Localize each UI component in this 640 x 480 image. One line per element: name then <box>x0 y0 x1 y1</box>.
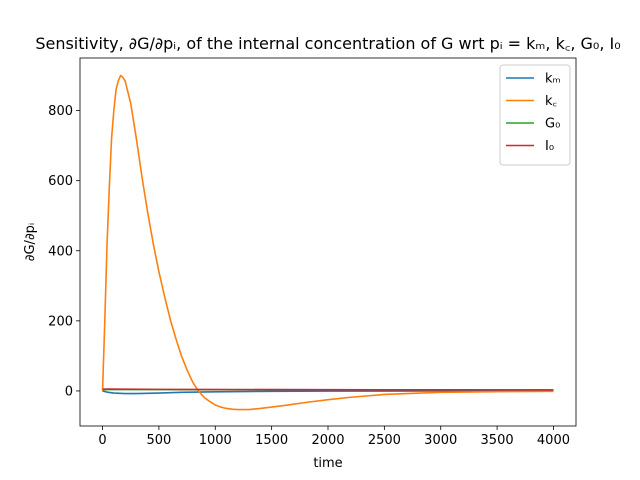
y-tick-label: 800 <box>48 104 73 119</box>
x-tick-label: 3500 <box>481 433 514 448</box>
x-tick-label: 3000 <box>424 433 457 448</box>
x-axis: 0 500 1000 1500 2000 2500 3000 3500 4000 <box>98 426 570 448</box>
y-axis-label: ∂G/∂pᵢ <box>23 223 38 261</box>
y-tick-label: 200 <box>48 314 73 329</box>
x-tick-label: 2500 <box>368 433 401 448</box>
legend-label-1: k꜀ <box>545 94 557 109</box>
series-group <box>101 74 554 411</box>
x-tick-label: 500 <box>146 433 171 448</box>
chart-title: Sensitivity, ∂G/∂pᵢ, of the internal con… <box>35 34 620 53</box>
plot-frame <box>80 58 576 426</box>
plot-area <box>79 57 577 427</box>
legend-label-2: G₀ <box>545 117 560 132</box>
legend-box <box>499 64 571 166</box>
x-tick-label: 1500 <box>255 433 288 448</box>
legend-label-3: I₀ <box>545 139 554 154</box>
x-tick-label: 1000 <box>199 433 232 448</box>
x-tick-label: 2000 <box>311 433 344 448</box>
legend: kₘ k꜀ G₀ I₀ <box>499 64 571 166</box>
series-line-0 <box>102 390 554 395</box>
x-tick-label: 4000 <box>537 433 570 448</box>
series-line-3 <box>102 388 554 391</box>
legend-items: kₘ k꜀ G₀ I₀ <box>506 72 561 154</box>
y-tick-label: 400 <box>48 244 73 259</box>
series-line-1 <box>101 74 554 411</box>
y-tick-label: 0 <box>65 384 73 399</box>
x-tick-label: 0 <box>98 433 106 448</box>
y-tick-label: 600 <box>48 174 73 189</box>
x-axis-label: time <box>313 456 342 471</box>
legend-label-0: kₘ <box>545 72 561 87</box>
y-axis: 0 200 400 600 800 <box>48 104 80 399</box>
